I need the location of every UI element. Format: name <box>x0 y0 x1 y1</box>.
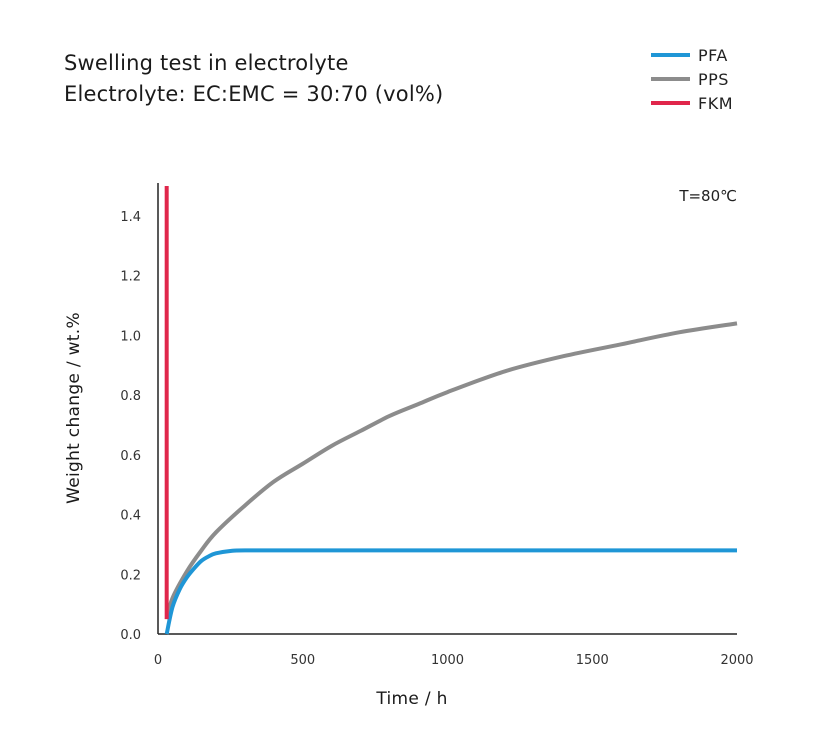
x-axis-label: Time / h <box>375 689 447 709</box>
series-lines <box>164 185 738 635</box>
legend-label: PFA <box>698 46 728 65</box>
y-tick-label: 0.6 <box>120 449 141 464</box>
y-tick-label: 0.4 <box>120 509 141 524</box>
temperature-annotation: T=80℃ <box>678 187 737 205</box>
legend-item-pfa: PFA <box>651 46 728 65</box>
x-tick-label: 1500 <box>576 653 609 668</box>
y-tick-label: 1.4 <box>120 210 141 225</box>
y-tick-label: 1.0 <box>120 329 141 344</box>
legend-label: PPS <box>698 70 729 89</box>
y-tick-label: 0.0 <box>120 628 141 643</box>
series-line-pfa <box>164 548 737 635</box>
y-tick-label: 0.8 <box>120 389 141 404</box>
legend-label: FKM <box>698 94 733 113</box>
x-tick-label: 500 <box>290 653 315 668</box>
y-tick-labels: 0.0 0.2 0.4 0.6 0.8 1.0 1.2 1.4 <box>120 210 141 643</box>
legend-item-fkm: FKM <box>651 94 733 113</box>
chart-title: Swelling test in electrolyte <box>64 51 349 75</box>
y-tick-label: 0.2 <box>120 568 141 583</box>
x-tick-labels: 0 500 1000 1500 2000 <box>154 653 754 668</box>
series-line-pps <box>164 321 738 620</box>
title-block: Swelling test in electrolyte Electrolyte… <box>64 48 443 110</box>
x-tick-label: 1000 <box>431 653 464 668</box>
y-axis-label: Weight change / wt.% <box>64 312 84 504</box>
legend: PFA PPS FKM <box>651 46 733 113</box>
chart-subtitle: Electrolyte: EC:EMC = 30:70 (vol%) <box>64 82 444 106</box>
legend-item-pps: PPS <box>651 70 729 89</box>
axes <box>157 183 737 635</box>
x-tick-label: 0 <box>154 653 162 668</box>
y-tick-label: 1.2 <box>120 270 141 285</box>
x-tick-label: 2000 <box>720 653 753 668</box>
